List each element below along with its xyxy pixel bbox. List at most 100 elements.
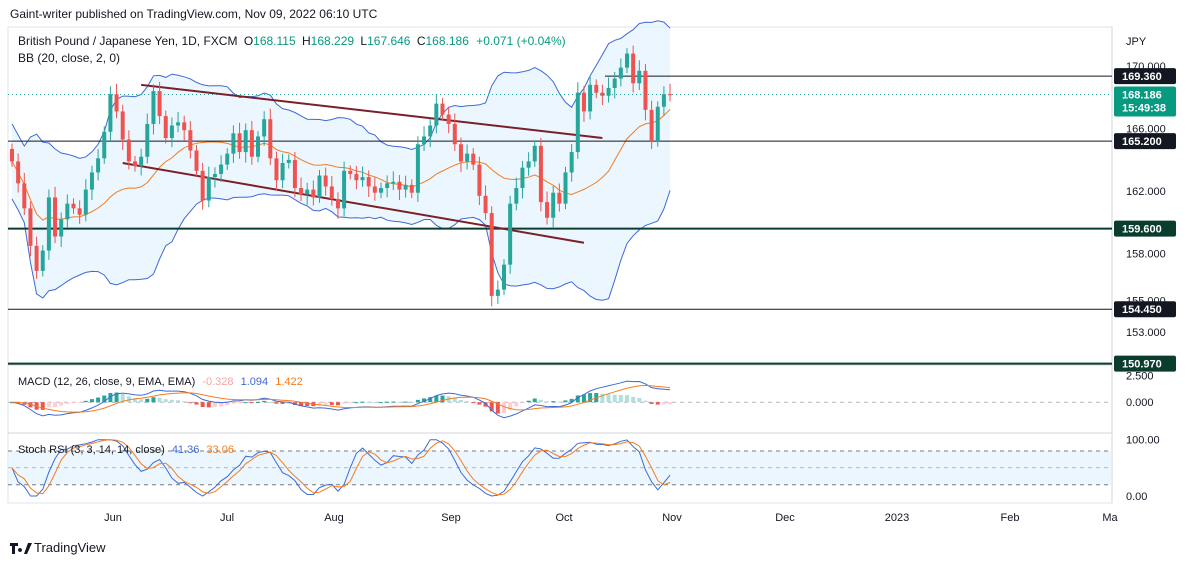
macd-hist-bar [59,402,64,406]
macd-hist-bar [452,397,457,403]
candle [563,166,568,210]
candle-body [108,94,113,132]
candle [163,110,168,144]
candle [600,84,605,106]
candle [526,152,531,176]
candle [108,86,113,141]
price-tick: 153.000 [1126,327,1166,339]
candle [348,165,353,180]
candle [551,185,556,229]
macd-hist-bar [40,402,45,410]
macd-hist-bar [637,397,642,403]
macd-hist-bar [317,402,322,406]
candle [643,64,648,121]
candle-body [40,250,45,271]
macd-hist-bar [434,395,439,403]
tradingview-logo[interactable]: TradingView [10,540,106,555]
candle-body [446,114,451,124]
lower-trendline [122,162,585,244]
candle [311,180,316,206]
candlesticks[interactable] [10,45,673,307]
level-tag-bg-150.970 [1114,355,1176,372]
candle [22,172,27,216]
publisher-line: Gaint-writer published on TradingView.co… [10,7,378,21]
candle [200,162,205,210]
macd-hist-bar [655,402,660,405]
candle-body [256,136,260,157]
price-axis[interactable]: 170.000166.000162.000158.000155.000153.0… [1126,61,1166,339]
candle-body [575,92,580,153]
candle [83,179,88,222]
candle-body [102,131,107,159]
candle [317,170,322,203]
candle-body [348,170,353,174]
candle-body [176,122,181,126]
candle [668,83,673,102]
candle-body [502,264,506,290]
candle-body [145,123,150,157]
candle [305,182,310,205]
macd-hist-bar [631,396,636,403]
candle [612,71,617,99]
candle [182,115,187,141]
candle-body [366,177,371,187]
macd-hist-bar [360,401,365,403]
trend-channel [122,83,603,244]
level-tag-154.450: 154.450 [1122,304,1162,316]
candle [16,153,21,193]
macd-hist-bar [286,402,291,404]
macd-hist-bar [237,402,242,404]
candle [385,175,390,198]
candle [157,81,162,125]
macd-hist-bar [274,402,279,404]
candle [575,82,580,159]
candle-body [34,245,39,271]
candle [581,85,586,122]
macd-hist-bar [551,401,556,403]
macd-hist-bar [514,402,519,407]
candle-body [317,175,322,198]
candle-body [311,189,316,198]
candle-body [194,150,199,171]
macd-hist-bar [206,402,211,408]
candle-body [569,152,574,173]
macd-hist-bar [385,401,390,403]
candle [77,200,82,224]
candle-body [372,186,377,193]
macd-hist-bar [102,395,107,403]
candle [212,167,217,188]
candle [120,104,125,151]
candle [89,165,94,201]
candle [274,151,279,191]
time-tick: Dec [775,512,795,524]
macd-hist-bar [108,392,113,403]
macd-hist-bar [391,401,396,403]
candle-body [483,195,488,214]
candle [372,177,377,201]
candle-body [299,188,304,195]
candle-body [385,183,390,189]
candle [391,171,396,191]
candle [256,130,260,163]
candle [188,120,193,159]
macd-hist-bar [126,396,131,403]
candle [145,113,150,164]
candle-body [625,53,629,68]
macd-hist-bar [348,402,353,404]
tradingview-logo-text: TradingView [34,540,106,555]
macd-hist-bar [212,402,217,408]
macd-hist-bar [354,402,359,404]
macd-hist-bar [305,402,310,406]
time-tick: Feb [1001,512,1020,524]
candle [661,86,666,116]
candle [415,136,420,202]
candle-body [286,159,291,164]
candle [46,189,51,260]
candle-body [71,203,76,209]
time-axis[interactable]: Jun Jul Aug Sep Oct Nov Dec 2023 Feb Ma [104,512,1118,524]
candle [268,108,273,166]
candle-body [563,172,568,204]
candle-body [83,189,88,215]
